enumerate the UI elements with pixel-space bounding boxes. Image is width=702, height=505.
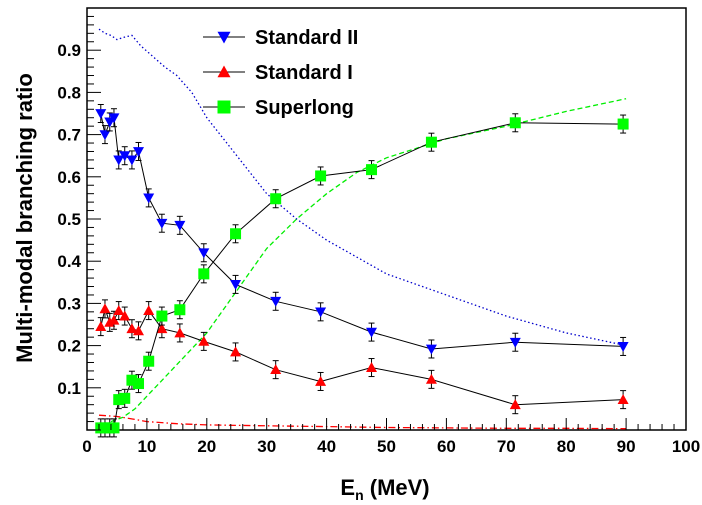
data-point-superlong — [113, 394, 125, 406]
x-tick-label: 100 — [672, 437, 700, 456]
x-tick-label: 70 — [497, 437, 516, 456]
data-point-standard-i — [108, 314, 120, 325]
data-point-superlong — [119, 392, 131, 404]
legend-entry-standard-i: Standard I — [203, 62, 353, 84]
data-point-standard-i — [95, 321, 107, 332]
axis-ticks: 0 10 20 30 40 50 60 70 80 90 100 0.1 0.2 0.3 0.4 0.5 0.6… — [57, 7, 700, 456]
legend-label-standard-i: Standard I — [255, 62, 353, 84]
y-tick-label: 0.1 — [57, 379, 81, 398]
data-point-standard-ii — [126, 155, 138, 166]
x-axis-title-subscript: n — [355, 487, 364, 503]
x-tick-label: 90 — [617, 437, 636, 456]
y-axis-title: Multi-modal branching ratio — [12, 73, 37, 363]
data-point-standard-i — [156, 323, 168, 334]
data-point-standard-i — [198, 335, 210, 346]
data-point-standard-ii — [99, 130, 111, 141]
legend-entry-standard-ii: Standard II — [203, 27, 358, 49]
data-point-standard-ii — [108, 113, 120, 124]
data-point-standard-ii — [95, 109, 107, 119]
data-point-standard-i — [119, 310, 131, 321]
x-axis-title-main: E — [340, 475, 355, 500]
series-superlong — [95, 113, 629, 438]
data-point-standard-i — [99, 303, 111, 314]
data-point-standard-ii — [113, 155, 125, 166]
data-point-standard-i — [425, 373, 437, 384]
y-tick-label: 0.4 — [57, 252, 81, 271]
x-tick-label: 60 — [437, 437, 456, 456]
legend-marker-standard-ii — [217, 31, 231, 44]
data-point-superlong — [126, 374, 138, 386]
data-point-superlong — [270, 193, 282, 205]
legend: Standard II Standard I Superlong — [203, 27, 358, 119]
x-tick-label: 30 — [257, 437, 276, 456]
x-axis-title: En (MeV) — [340, 475, 429, 503]
data-point-standard-ii — [617, 342, 629, 352]
data-point-standard-ii — [270, 296, 282, 307]
data-point-superlong — [198, 268, 210, 280]
data-point-superlong — [617, 118, 629, 130]
y-tick-label: 0.5 — [57, 210, 81, 229]
data-point-standard-i — [133, 325, 145, 336]
data-point-standard-ii — [230, 280, 242, 290]
series-standard-ii — [95, 104, 629, 359]
x-tick-label: 20 — [197, 437, 216, 456]
y-tick-label: 0.2 — [57, 337, 81, 356]
data-point-standard-i — [366, 362, 378, 372]
data-point-standard-ii — [143, 193, 155, 204]
data-point-standard-ii — [425, 344, 437, 355]
y-tick-label: 0.9 — [57, 41, 81, 60]
data-point-standard-i — [143, 305, 155, 315]
data-point-superlong — [425, 136, 437, 148]
y-tick-label: 0.6 — [57, 168, 81, 187]
data-point-superlong — [156, 310, 168, 322]
x-tick-label: 0 — [82, 437, 91, 456]
data-point-standard-ii — [315, 307, 327, 318]
data-point-standard-ii — [366, 327, 378, 338]
data-point-standard-i — [509, 399, 521, 410]
legend-marker-superlong — [217, 100, 231, 114]
data-point-standard-i — [315, 375, 327, 386]
reference-curve-dotted — [98, 28, 627, 347]
data-point-standard-ii — [198, 248, 210, 259]
data-point-standard-i — [230, 346, 242, 357]
x-axis-title-unit: (MeV) — [364, 475, 430, 500]
x-tick-label: 50 — [377, 437, 396, 456]
data-point-superlong — [174, 304, 186, 316]
legend-label-standard-ii: Standard II — [255, 27, 358, 49]
data-point-superlong — [133, 378, 145, 390]
legend-label-superlong: Superlong — [255, 97, 354, 119]
x-tick-label: 80 — [557, 437, 576, 456]
data-point-superlong — [230, 228, 242, 240]
data-point-superlong — [509, 117, 521, 129]
legend-entry-superlong: Superlong — [203, 97, 354, 119]
y-tick-label: 0.3 — [57, 294, 81, 313]
data-point-standard-ii — [133, 147, 145, 157]
data-point-standard-ii — [156, 218, 168, 229]
data-point-superlong — [143, 355, 155, 367]
data-point-superlong — [366, 164, 378, 176]
data-point-standard-i — [174, 327, 186, 338]
data-point-standard-ii — [119, 151, 131, 162]
y-tick-label: 0.7 — [57, 126, 81, 145]
data-point-standard-i — [126, 323, 138, 334]
x-tick-label: 10 — [137, 437, 156, 456]
data-series — [95, 104, 629, 438]
y-tick-label: 0.8 — [57, 83, 81, 102]
legend-marker-standard-i — [217, 65, 231, 78]
series-standard-i — [95, 299, 629, 415]
data-point-standard-ii — [174, 220, 186, 231]
x-tick-label: 40 — [317, 437, 336, 456]
data-point-standard-i — [617, 394, 629, 405]
data-point-superlong — [315, 170, 327, 182]
reference-curve-dashed — [110, 98, 627, 423]
data-point-standard-ii — [509, 337, 521, 348]
data-point-superlong — [108, 422, 120, 434]
data-point-standard-i — [270, 364, 282, 375]
data-point-standard-i — [113, 305, 125, 315]
